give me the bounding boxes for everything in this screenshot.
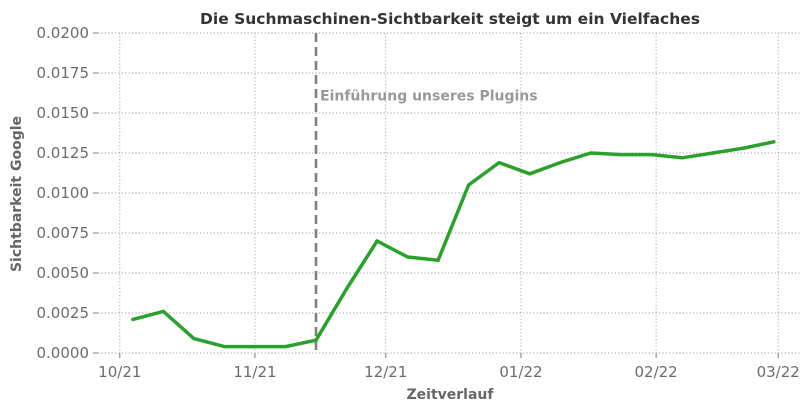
data-point — [344, 287, 349, 291]
data-point — [375, 239, 379, 243]
data-point — [436, 258, 440, 262]
x-tick-label: 01/22 — [499, 363, 542, 381]
y-tick-label: 0.0050 — [37, 264, 90, 282]
y-tick-label: 0.0200 — [37, 24, 90, 42]
data-point — [558, 161, 562, 165]
data-point — [772, 140, 776, 144]
data-point — [405, 255, 410, 259]
visibility-series-line — [131, 140, 776, 349]
data-point — [467, 183, 471, 187]
data-point — [253, 345, 257, 349]
data-point — [314, 338, 318, 342]
y-tick-label: 0.0125 — [37, 144, 90, 162]
series-layer — [131, 140, 776, 349]
y-tick-label: 0.0175 — [37, 64, 90, 82]
x-axis-ticks: 10/21 11/21 12/21 01/22 02/22 03/22 — [98, 353, 800, 381]
annotation-layer: Einführung unseres Plugins — [314, 33, 538, 353]
data-point — [650, 153, 654, 157]
data-point — [680, 156, 684, 160]
data-point — [222, 345, 227, 349]
data-point — [192, 337, 196, 341]
x-gridlines — [119, 33, 779, 353]
x-tick-label: 10/21 — [98, 363, 141, 381]
y-tick-label: 0.0025 — [37, 304, 90, 322]
x-tick-label: 02/22 — [634, 363, 677, 381]
y-tick-label: 0.0150 — [37, 104, 90, 122]
data-point — [497, 161, 501, 165]
y-tick-label: 0.0100 — [37, 184, 90, 202]
y-tick-label: 0.0075 — [37, 224, 90, 242]
x-axis-label: Zeitverlauf — [407, 387, 495, 403]
y-gridlines — [98, 32, 800, 354]
data-point — [528, 172, 532, 176]
data-point — [711, 151, 715, 155]
data-point — [161, 309, 166, 313]
x-tick-label: 11/21 — [233, 363, 276, 381]
x-tick-label: 03/22 — [757, 363, 800, 381]
x-tick-label: 12/21 — [364, 363, 407, 381]
data-point — [283, 345, 288, 349]
chart-title: Die Suchmaschinen-Sichtbarkeit steigt um… — [200, 10, 700, 28]
data-point — [741, 146, 745, 150]
y-axis-ticks: 0.0000 0.0025 0.0050 0.0075 0.0100 0.0125 0.01… — [37, 24, 98, 362]
annotation-text: Einführung unseres Plugins — [320, 88, 538, 104]
data-point — [589, 151, 593, 155]
data-point — [619, 153, 623, 157]
y-tick-label: 0.0000 — [37, 344, 90, 362]
y-axis-label: Sichtbarkeit Google — [9, 116, 25, 272]
data-point — [131, 317, 135, 321]
